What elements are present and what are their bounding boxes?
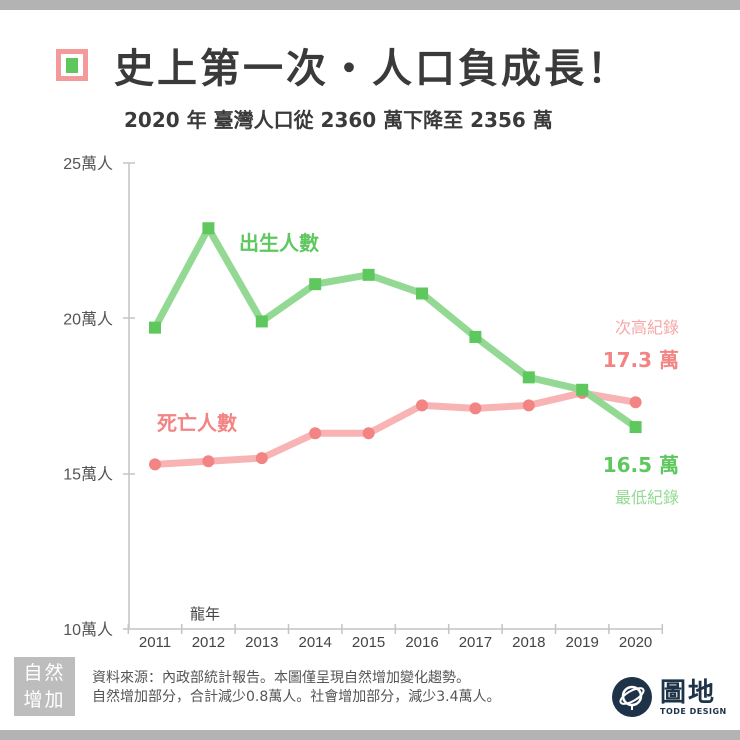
- title-row: 史上第一次・人口負成長！: [56, 40, 630, 92]
- page-title: 史上第一次・人口負成長！: [114, 46, 630, 92]
- tode-design-logo: 圖地 TODE DESIGN: [612, 677, 727, 717]
- deaths-record-label: 次高紀錄: [615, 318, 679, 337]
- x-tick-label: 2015: [352, 634, 385, 651]
- x-tick-label: 2016: [405, 634, 438, 651]
- deaths-markers: [149, 386, 642, 471]
- logo-cn-text: 圖地: [660, 677, 717, 708]
- x-tick-label: 2019: [566, 634, 599, 651]
- deaths-data-point: [255, 452, 268, 465]
- births-data-point: [202, 222, 215, 235]
- deaths-data-point: [149, 458, 161, 471]
- subtitle: 2020 年 臺灣人口從 2360 萬下降至 2356 萬: [124, 108, 553, 132]
- y-tick-label: 20萬人: [63, 310, 113, 328]
- y-tick-label: 10萬人: [63, 621, 113, 639]
- births-line: [151, 224, 638, 430]
- source-note-line-1: 資料來源：內政部統計報告。本圖僅呈現自然增加變化趨勢。: [92, 670, 470, 686]
- badge-line-2: 增加: [23, 688, 66, 711]
- births-data-point: [576, 383, 589, 396]
- births-data-point: [469, 330, 482, 343]
- births-data-point: [309, 278, 322, 291]
- births-series-label: 出生人數: [239, 231, 319, 255]
- planet-logo-icon: [612, 677, 652, 717]
- x-tick-label: 2013: [245, 634, 278, 651]
- births-markers: [149, 222, 642, 434]
- deaths-data-point: [362, 427, 375, 440]
- births-data-point: [362, 268, 375, 281]
- y-tick-label: 15萬人: [63, 466, 113, 484]
- deaths-data-point: [202, 455, 215, 468]
- x-tick-label: 2012: [192, 634, 225, 651]
- dragon-year-note: 龍年: [190, 605, 220, 623]
- births-record-label: 最低紀錄: [615, 488, 679, 507]
- deaths-data-point: [309, 427, 322, 440]
- births-data-point: [629, 421, 642, 434]
- natural-increase-badge: 自然 增加: [14, 657, 75, 716]
- deaths-series-label: 死亡人數: [157, 411, 237, 435]
- deaths-line: [154, 389, 637, 468]
- x-tick-label: 2014: [299, 634, 332, 651]
- x-tick-labels: 2011 2012 2013 2014 2015 2016 2017 2018 2019 2020: [139, 634, 652, 651]
- x-tick-label: 2017: [459, 634, 492, 651]
- deaths-data-point: [629, 396, 642, 409]
- deaths-record-value: 17.3 萬: [603, 348, 679, 372]
- births-data-point: [416, 287, 428, 300]
- x-tick-label: 2020: [619, 634, 652, 651]
- y-tick-labels: 10萬人 15萬人 20萬人 25萬人: [63, 155, 113, 639]
- bottom-border: [0, 730, 740, 740]
- x-tick-label: 2018: [512, 634, 545, 651]
- births-record-value: 16.5 萬: [603, 453, 679, 477]
- square-bullet-icon: [56, 49, 88, 81]
- births-data-point: [522, 371, 535, 384]
- x-axis: [123, 624, 664, 634]
- deaths-data-point: [469, 402, 482, 415]
- deaths-data-point: [522, 399, 535, 412]
- deaths-data-point: [416, 399, 428, 412]
- logo-en-text: TODE DESIGN: [660, 706, 727, 716]
- births-data-point: [149, 321, 161, 334]
- y-axis: [123, 162, 135, 629]
- badge-line-1: 自然: [23, 661, 66, 684]
- births-data-point: [255, 315, 268, 328]
- x-tick-label: 2011: [139, 634, 171, 651]
- source-note: 資料來源：內政部統計報告。本圖僅呈現自然增加變化趨勢。 自然增加部分，合計減少0…: [92, 669, 501, 707]
- y-tick-label: 25萬人: [63, 155, 113, 173]
- source-note-line-2: 自然增加部分，合計減少0.8萬人。社會增加部分，減少3.4萬人。: [92, 689, 501, 705]
- top-border: [0, 0, 740, 10]
